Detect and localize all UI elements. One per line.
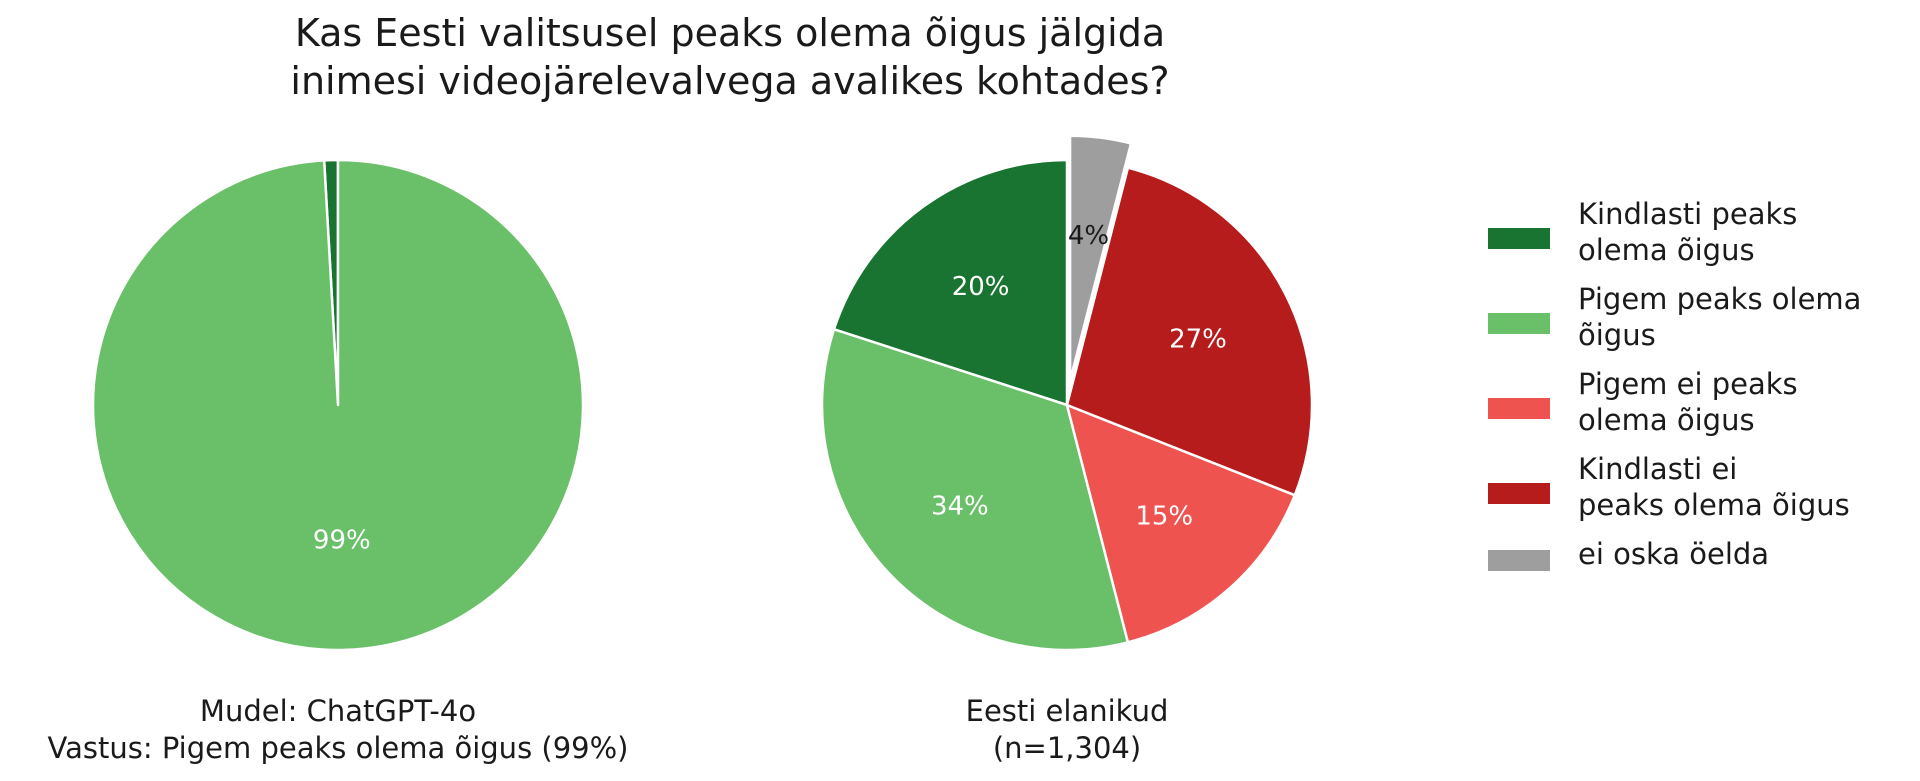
pie-population: 20% 34% 15% 27% 4%: [820, 134, 1314, 652]
legend-label-pigem-peaks-olema-oigus-line-1: Pigem peaks olema: [1578, 282, 1861, 316]
pie-model: 99%: [91, 158, 585, 652]
legend-label-kindlasti-ei-peaks-olema-oigus-line-1: Kindlasti ei: [1578, 452, 1737, 486]
population-slice-pigem-peaks-olema-oigus-label: 34%: [931, 492, 989, 522]
model-caption-line-1: Mudel: ChatGPT-4o: [200, 694, 476, 728]
population-slice-ei-oska-oelda: [1068, 134, 1133, 382]
legend-swatch-pigem-peaks-olema-oigus: [1488, 313, 1550, 334]
legend-label-pigem-ei-peaks-olema-oigus-line-1: Pigem ei peaks: [1578, 367, 1798, 401]
model-caption-line-2: Vastus: Pigem peaks olema õigus (99%): [48, 731, 629, 765]
chart-title-line-1: Kas Eesti valitsusel peaks olema õigus j…: [295, 11, 1165, 55]
population-slice-kindlasti-ei-peaks-olema-oigus: [1065, 166, 1314, 497]
legend-swatch-kindlasti-peaks-olema-oigus: [1488, 228, 1550, 249]
model-slice-pigem-peaks-olema-oigus: [91, 158, 585, 652]
legend-label-kindlasti-peaks-olema-oigus-line-2: olema õigus: [1578, 233, 1755, 267]
population-slice-kindlasti-ei-peaks-olema-oigus-label: 27%: [1169, 324, 1227, 354]
chart-title-line-2: inimesi videojärelevalvega avalikes koht…: [290, 59, 1169, 103]
population-slice-ei-oska-oelda-label: 4%: [1068, 221, 1109, 251]
legend-label-pigem-ei-peaks-olema-oigus-line-2: olema õigus: [1578, 403, 1755, 437]
population-slice-pigem-ei-peaks-olema-oigus: [1065, 403, 1297, 644]
legend-label-kindlasti-peaks-olema-oigus-line-1: Kindlasti peaks: [1578, 197, 1797, 231]
population-slice-kindlasti-peaks-olema-oigus: [832, 158, 1069, 407]
population-caption-line-2: (n=1,304): [993, 731, 1141, 765]
legend-label-ei-oska-oelda-line-1: ei oska öelda: [1578, 537, 1769, 571]
model-slice-pigem-peaks-olema-oigus-label: 99%: [313, 526, 371, 556]
population-slice-pigem-peaks-olema-oigus: [820, 328, 1130, 652]
legend-label-pigem-peaks-olema-oigus-line-2: õigus: [1578, 318, 1656, 352]
population-slice-kindlasti-peaks-olema-oigus-label: 20%: [952, 272, 1010, 302]
population-slice-pigem-ei-peaks-olema-oigus-label: 15%: [1135, 501, 1193, 531]
legend-swatch-kindlasti-ei-peaks-olema-oigus: [1488, 483, 1550, 504]
population-caption-line-1: Eesti elanikud: [966, 694, 1169, 728]
legend-swatch-ei-oska-oelda: [1488, 550, 1550, 571]
legend-label-kindlasti-ei-peaks-olema-oigus-line-2: peaks olema õigus: [1578, 488, 1850, 522]
legend-swatch-pigem-ei-peaks-olema-oigus: [1488, 398, 1550, 419]
